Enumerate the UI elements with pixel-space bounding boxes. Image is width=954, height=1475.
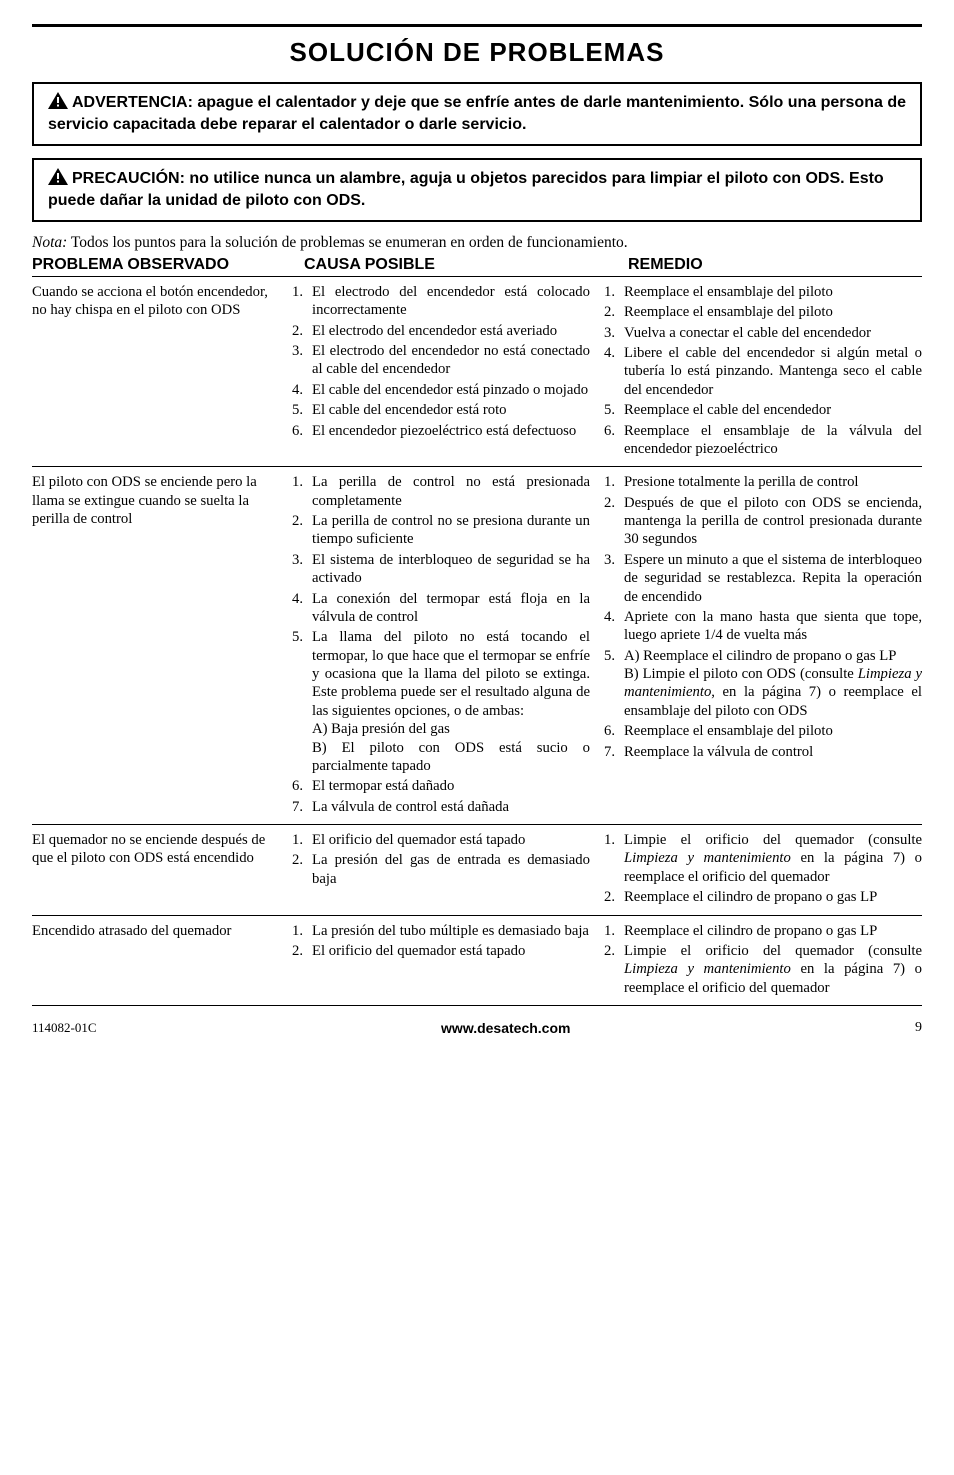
warning-precaucion: PRECAUCIÓN: no utilice nunca un alambre,… (32, 158, 922, 222)
list-item: El orificio del quemador está tapado (292, 942, 590, 960)
header-problem: PROBLEMA OBSERVADO (32, 256, 304, 274)
table-header: PROBLEMA OBSERVADO CAUSA POSIBLE REMEDIO (32, 256, 922, 274)
warning-icon (48, 92, 68, 115)
caution-lead: PRECAUCIÓN: (72, 170, 185, 187)
cell-problem: Encendido atrasado del quemador (32, 922, 292, 1000)
list-item: Reemplace el cilindro de propano o gas L… (604, 888, 922, 906)
list-item: Limpie el orificio del quemador (consult… (604, 942, 922, 997)
list-item: El electrodo del encendedor no está cone… (292, 342, 590, 379)
cell-remedy: Limpie el orificio del quemador (consult… (604, 831, 922, 909)
header-remedy: REMEDIO (628, 256, 922, 274)
list-item: La presión del tubo múltiple es demasiad… (292, 922, 590, 940)
list-item: Reemplace el cable del encendedor (604, 401, 922, 419)
cell-problem: El quemador no se enciende después de qu… (32, 831, 292, 909)
nota-label: Nota: (32, 234, 67, 251)
cell-remedy: Reemplace el ensamblaje del piloto Reempl… (604, 283, 922, 460)
cell-remedy: Presione totalmente la perilla de contro… (604, 473, 922, 818)
list-item: El cable del encendedor está pinzado o m… (292, 381, 590, 399)
list-item: La llama del piloto no está tocando el t… (292, 628, 590, 775)
list-item: Espere un minuto a que el sistema de int… (604, 551, 922, 606)
list-item: El cable del encendedor está roto (292, 401, 590, 419)
list-item: El sistema de interbloqueo de seguridad … (292, 551, 590, 588)
list-item: La presión del gas de entrada es demasia… (292, 851, 590, 888)
warning-icon (48, 168, 68, 191)
list-item: Vuelva a conectar el cable del encendedo… (604, 324, 922, 342)
page-title: SOLUCIÓN DE PROBLEMAS (32, 37, 922, 68)
table-row: El quemador no se enciende después de qu… (32, 824, 922, 915)
list-item: La conexión del termopar está floja en l… (292, 590, 590, 627)
list-item: A) Reemplace el cilindro de propano o ga… (604, 647, 922, 721)
list-item: Apriete con la mano hasta que sienta que… (604, 608, 922, 645)
list-item: Reemplace la válvula de control (604, 743, 922, 761)
list-item: El electrodo del encendedor está averiad… (292, 322, 590, 340)
cell-cause: El orificio del quemador está tapado La p… (292, 831, 604, 909)
warning-advertencia: ADVERTENCIA: apague el calentador y deje… (32, 82, 922, 146)
list-item: Después de que el piloto con ODS se enci… (604, 494, 922, 549)
cell-cause: La presión del tubo múltiple es demasiad… (292, 922, 604, 1000)
list-item: El termopar está dañado (292, 777, 590, 795)
list-item: Reemplace el ensamblaje de la válvula de… (604, 422, 922, 459)
list-item: Limpie el orificio del quemador (consult… (604, 831, 922, 886)
cell-cause: El electrodo del encendedor está colocad… (292, 283, 604, 460)
troubleshooting-table: Cuando se acciona el botón encendedor, n… (32, 276, 922, 1006)
list-item: La perilla de control no se presiona dur… (292, 512, 590, 549)
cell-cause: La perilla de control no está presionada… (292, 473, 604, 818)
list-item: Presione totalmente la perilla de contro… (604, 473, 922, 491)
top-rule (32, 24, 922, 27)
table-row: Encendido atrasado del quemadorLa presió… (32, 915, 922, 1007)
table-row: Cuando se acciona el botón encendedor, n… (32, 276, 922, 466)
cell-remedy: Reemplace el cilindro de propano o gas L… (604, 922, 922, 1000)
list-item: La perilla de control no está presionada… (292, 473, 590, 510)
list-item: El orificio del quemador está tapado (292, 831, 590, 849)
footer-page-number: 9 (915, 1020, 922, 1036)
footer-url: www.desatech.com (441, 1020, 570, 1036)
footer-doc-number: 114082-01C (32, 1020, 97, 1036)
cell-problem: Cuando se acciona el botón encendedor, n… (32, 283, 292, 460)
warning-lead: ADVERTENCIA: (72, 94, 193, 111)
list-item: Reemplace el ensamblaje del piloto (604, 283, 922, 301)
header-cause: CAUSA POSIBLE (304, 256, 628, 274)
nota-text: Todos los puntos para la solución de pro… (67, 234, 627, 251)
list-item: Reemplace el ensamblaje del piloto (604, 722, 922, 740)
table-row: El piloto con ODS se enciende pero la ll… (32, 466, 922, 824)
cell-problem: El piloto con ODS se enciende pero la ll… (32, 473, 292, 818)
list-item: Reemplace el ensamblaje del piloto (604, 303, 922, 321)
list-item: La válvula de control está dañada (292, 798, 590, 816)
list-item: Reemplace el cilindro de propano o gas L… (604, 922, 922, 940)
list-item: El encendedor piezoeléctrico está defect… (292, 422, 590, 440)
list-item: El electrodo del encendedor está colocad… (292, 283, 590, 320)
nota-line: Nota: Todos los puntos para la solución … (32, 234, 922, 252)
page-footer: 114082-01C www.desatech.com 9 (32, 1020, 922, 1036)
list-item: Libere el cable del encendedor si algún … (604, 344, 922, 399)
